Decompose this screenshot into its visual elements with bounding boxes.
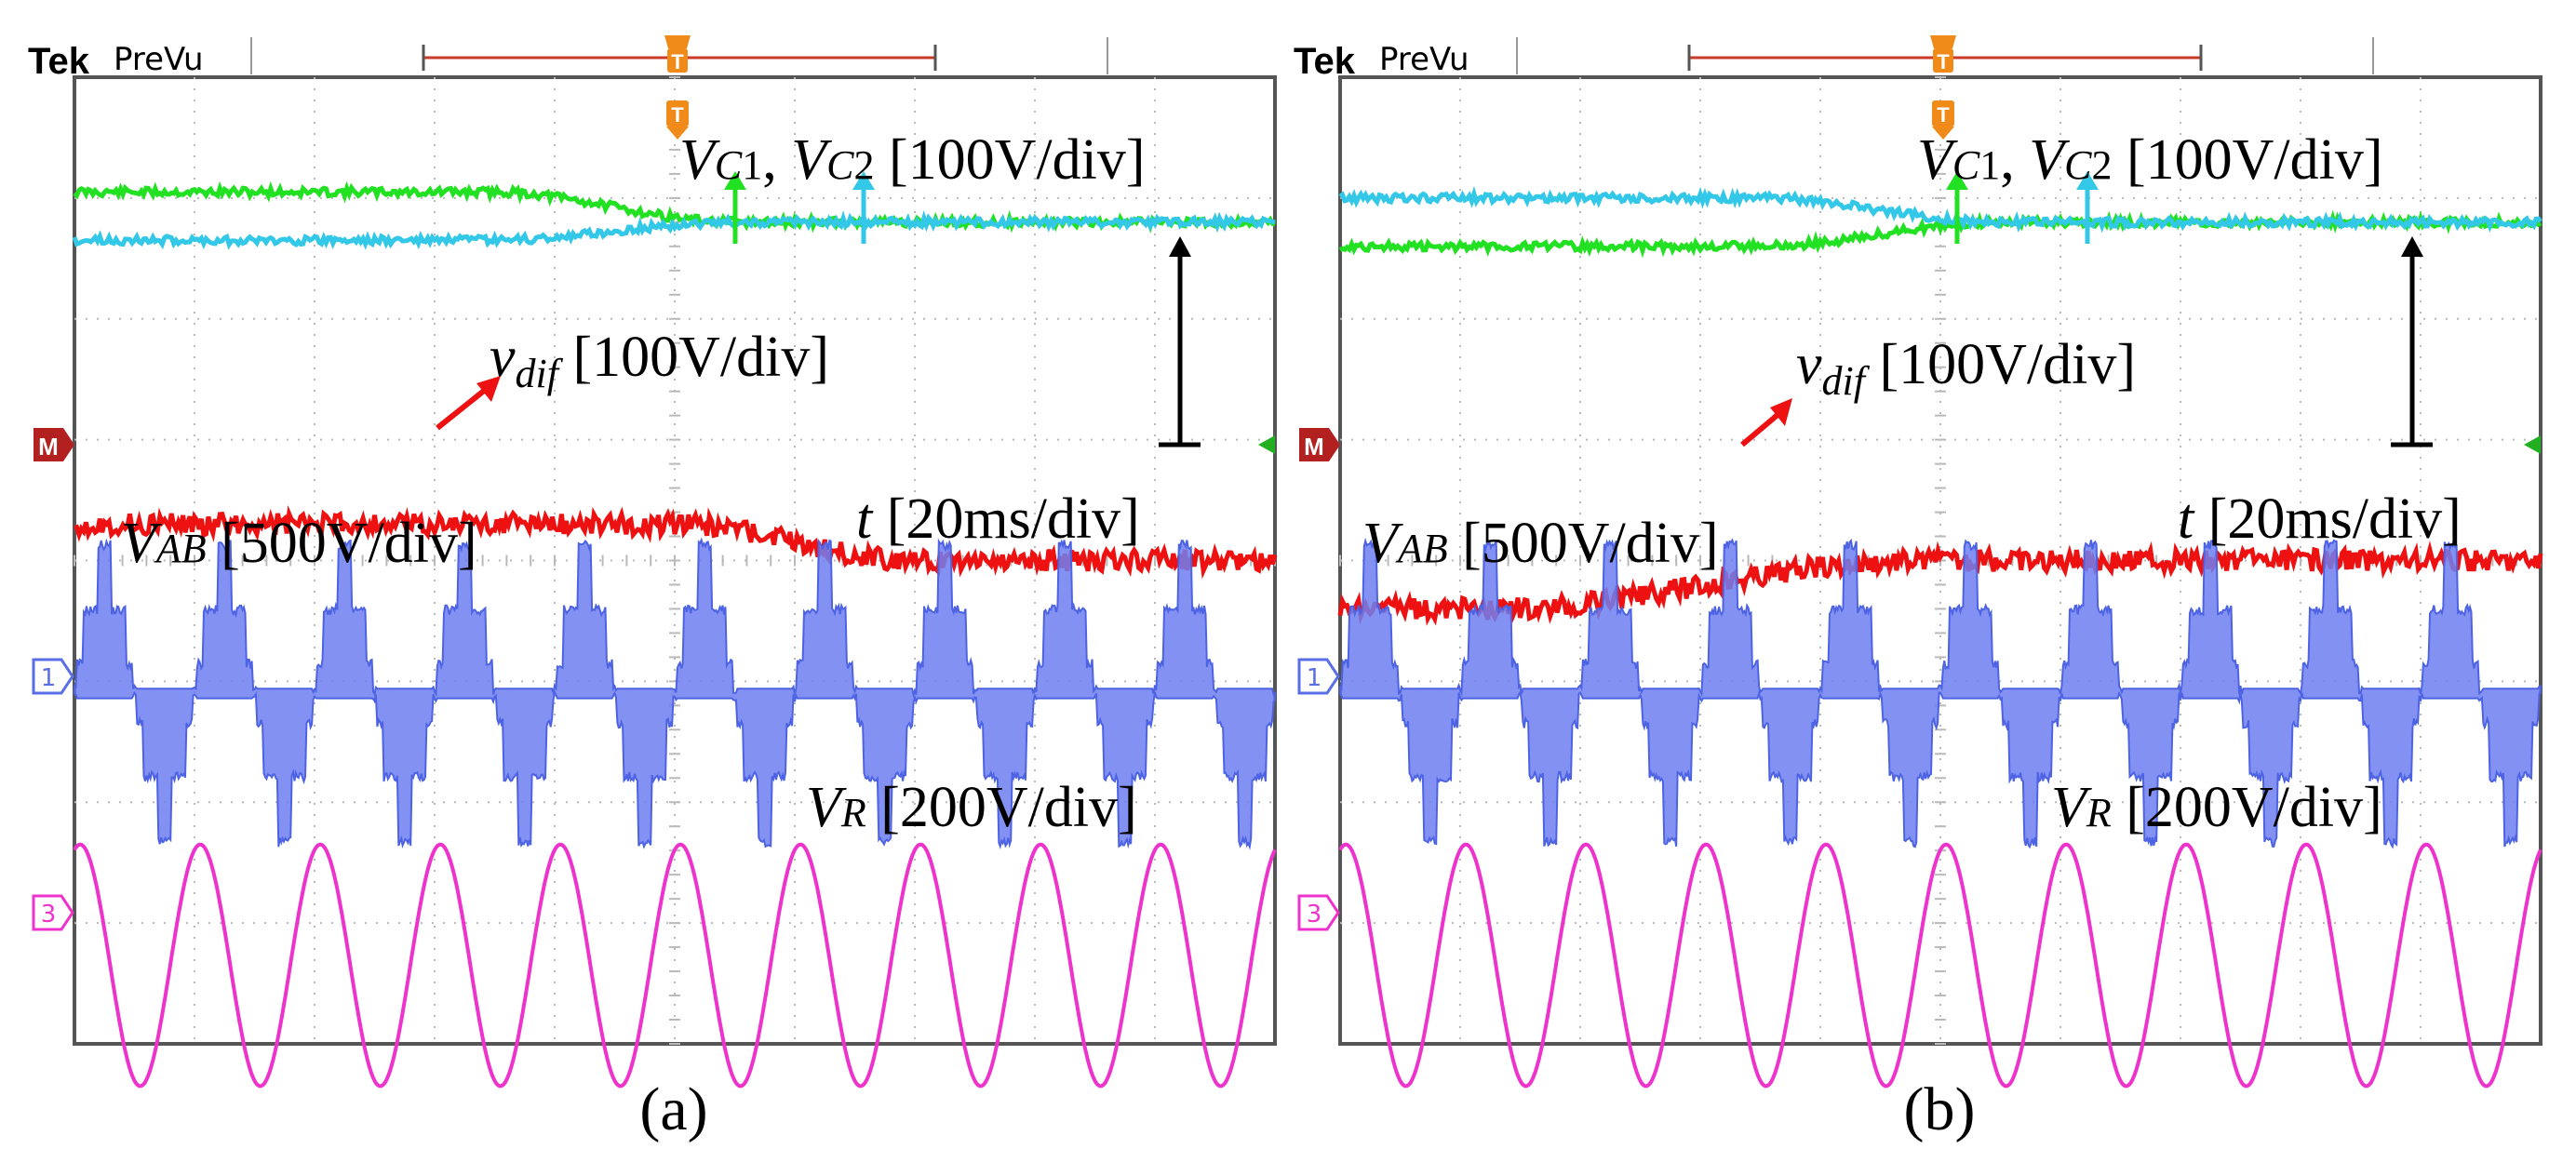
svg-text:3: 3 — [41, 901, 57, 928]
svg-text:M: M — [38, 433, 59, 461]
vdif-label: vdif [100V/div] — [490, 326, 829, 396]
prevu-mode: PreVu — [114, 41, 204, 78]
vc-label: VC1, VC2 [100V/div] — [1917, 128, 2383, 192]
vc2-pointer-arrow — [852, 171, 875, 244]
tek-brand: Tek — [1294, 41, 1356, 82]
ch3-marker: 3 — [1297, 894, 1340, 931]
ref-level-marker — [2524, 435, 2541, 454]
vdif-pointer-arrow — [1740, 398, 1792, 447]
voltage-difference-arrow — [2391, 236, 2433, 447]
ch1-marker: 1 — [32, 658, 74, 695]
waveform-vdif — [73, 504, 1278, 580]
vr-label: VR [200V/div] — [806, 776, 1137, 839]
time-scale-label: t [20ms/div] — [2178, 488, 2462, 551]
svg-text:M: M — [1304, 433, 1324, 461]
vc1-pointer-arrow — [724, 171, 746, 244]
panel-caption: (b) — [1904, 1075, 1976, 1143]
ref-level-marker — [1258, 435, 1275, 454]
ch3-marker: 3 — [32, 894, 74, 931]
trigger-marker-icon: T — [1932, 100, 1954, 140]
waveform-vdif — [1337, 541, 2543, 626]
voltage-difference-arrow — [1159, 236, 1201, 447]
svg-text:T: T — [671, 103, 684, 127]
trigger-marker-icon: T — [666, 100, 689, 140]
vdif-label: vdif [100V/div] — [1796, 333, 2136, 404]
trigger-position-icon: T — [1930, 35, 1956, 73]
scope-header: Tek PreVu T — [28, 35, 1108, 82]
math-channel-marker: M — [34, 428, 74, 461]
svg-text:T: T — [671, 50, 684, 73]
tek-brand: Tek — [28, 41, 90, 82]
vdif-pointer-arrow — [436, 376, 501, 431]
scope-header: Tek PreVu T — [1294, 35, 2374, 82]
vr-label: VR [200V/div] — [2051, 776, 2382, 839]
svg-text:T: T — [1937, 103, 1950, 127]
panel-b: Tek PreVu T T — [1294, 35, 2543, 1143]
waveform-vr — [1338, 842, 2542, 1089]
vc2-pointer-arrow — [2076, 171, 2099, 244]
svg-text:3: 3 — [1307, 901, 1322, 928]
grid — [74, 76, 1276, 1045]
vc-label: VC1, VC2 [100V/div] — [679, 128, 1146, 192]
svg-text:T: T — [1937, 50, 1950, 73]
waveform-vc2 — [72, 209, 1276, 250]
panel-caption: (a) — [639, 1075, 707, 1143]
time-scale-label: t [20ms/div] — [856, 488, 1140, 551]
svg-text:1: 1 — [41, 664, 57, 692]
trigger-position-icon: T — [664, 35, 691, 73]
panel-a: Tek PreVu T T — [28, 35, 1278, 1143]
vc1-pointer-arrow — [1946, 171, 1968, 244]
vab-label: VAB [500V/div] — [1362, 512, 1719, 575]
vab-label: VAB [500V/div] — [121, 512, 477, 575]
waveform-vr — [73, 842, 1277, 1089]
waveform-vab — [1339, 537, 2542, 849]
waveform-vc1 — [73, 180, 1276, 234]
ch1-marker: 1 — [1297, 658, 1340, 695]
svg-text:1: 1 — [1307, 664, 1322, 692]
math-channel-marker: M — [1299, 428, 1340, 461]
prevu-mode: PreVu — [1379, 41, 1469, 78]
waveform-vab — [74, 537, 1276, 850]
waveform-vc2 — [1338, 185, 2542, 234]
